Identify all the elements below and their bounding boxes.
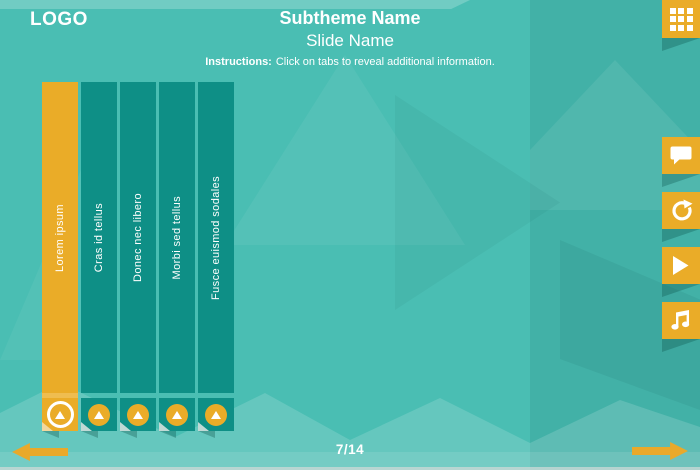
button-shadow <box>662 284 700 297</box>
play-button[interactable] <box>662 247 700 297</box>
page-counter: 7/14 <box>335 442 365 457</box>
button-shadow <box>662 229 700 242</box>
background-facet <box>395 95 560 310</box>
corner-fold <box>81 422 92 431</box>
comment-icon <box>670 146 692 165</box>
instructions-text: Click on tabs to reveal additional infor… <box>275 56 495 68</box>
slide-title: Slide Name <box>306 31 394 50</box>
tab-face[interactable]: Donec nec libero <box>120 82 156 393</box>
tab-cras-id-tellus[interactable]: Cras id tellus <box>81 82 117 438</box>
tab-footer[interactable] <box>81 398 117 438</box>
tab-reveal-button[interactable] <box>166 403 188 426</box>
comment-button[interactable] <box>662 137 700 187</box>
music-button[interactable] <box>662 302 700 352</box>
arrow-up-icon <box>55 410 65 419</box>
background-facet <box>225 55 465 245</box>
background-facet <box>530 60 700 210</box>
arrow-up-icon <box>211 410 221 419</box>
tab-reveal-button[interactable] <box>46 401 74 428</box>
tab-face[interactable]: Cras id tellus <box>81 82 117 393</box>
tab-reveal-button[interactable] <box>88 403 110 426</box>
tab-morbi-sed-tellus[interactable]: Morbi sed tellus <box>159 82 195 438</box>
tab-footer[interactable] <box>42 398 78 438</box>
tab-face[interactable]: Lorem ipsum <box>42 82 78 393</box>
tab-face[interactable]: Morbi sed tellus <box>159 82 195 393</box>
corner-fold <box>198 422 209 431</box>
tab-label: Lorem ipsum <box>54 203 66 272</box>
tab-lorem-ipsum[interactable]: Lorem ipsum <box>42 82 78 438</box>
replay-button[interactable] <box>662 192 700 242</box>
tab-footer[interactable] <box>120 398 156 438</box>
tab-fusce-euismod-sodales[interactable]: Fusce euismod sodales <box>198 82 234 438</box>
tab-shadow <box>120 431 137 438</box>
arrow-up-icon <box>133 410 143 419</box>
tab-footer[interactable] <box>159 398 195 438</box>
header-titles: Subtheme Name Slide Name Instructions: Cl… <box>100 8 600 69</box>
tab-shadow <box>159 431 176 438</box>
tab-shadow <box>81 431 98 438</box>
button-shadow <box>662 174 700 187</box>
menu-button[interactable] <box>662 0 700 51</box>
corner-fold <box>42 422 53 431</box>
instructions: Instructions: Click on tabs to reveal add… <box>100 56 600 69</box>
tab-reveal-button[interactable] <box>205 403 227 426</box>
tab-label: Morbi sed tellus <box>171 195 183 280</box>
tab-footer[interactable] <box>198 398 234 438</box>
menu-grid-icon <box>669 7 693 31</box>
tab-face[interactable]: Fusce euismod sodales <box>198 82 234 393</box>
corner-fold <box>120 422 131 431</box>
replay-icon <box>671 199 692 221</box>
tab-shadow <box>42 431 59 438</box>
logo: LOGO <box>30 9 88 30</box>
instructions-label: Instructions: <box>205 56 272 68</box>
tab-label: Cras id tellus <box>93 202 105 273</box>
play-icon <box>673 256 689 275</box>
arrow-up-icon <box>94 410 104 419</box>
tab-donec-nec-libero[interactable]: Donec nec libero <box>120 82 156 438</box>
tab-gap <box>42 393 78 398</box>
tab-shadow <box>198 431 215 438</box>
button-shadow <box>662 38 700 51</box>
music-icon <box>671 309 690 330</box>
tab-reveal-button[interactable] <box>127 403 149 426</box>
tab-label: Fusce euismod sodales <box>210 175 222 300</box>
arrow-up-icon <box>172 410 182 419</box>
button-shadow <box>662 339 700 352</box>
tab-label: Donec nec libero <box>132 193 144 282</box>
subtheme-title: Subtheme Name <box>279 8 421 28</box>
corner-fold <box>159 422 170 431</box>
